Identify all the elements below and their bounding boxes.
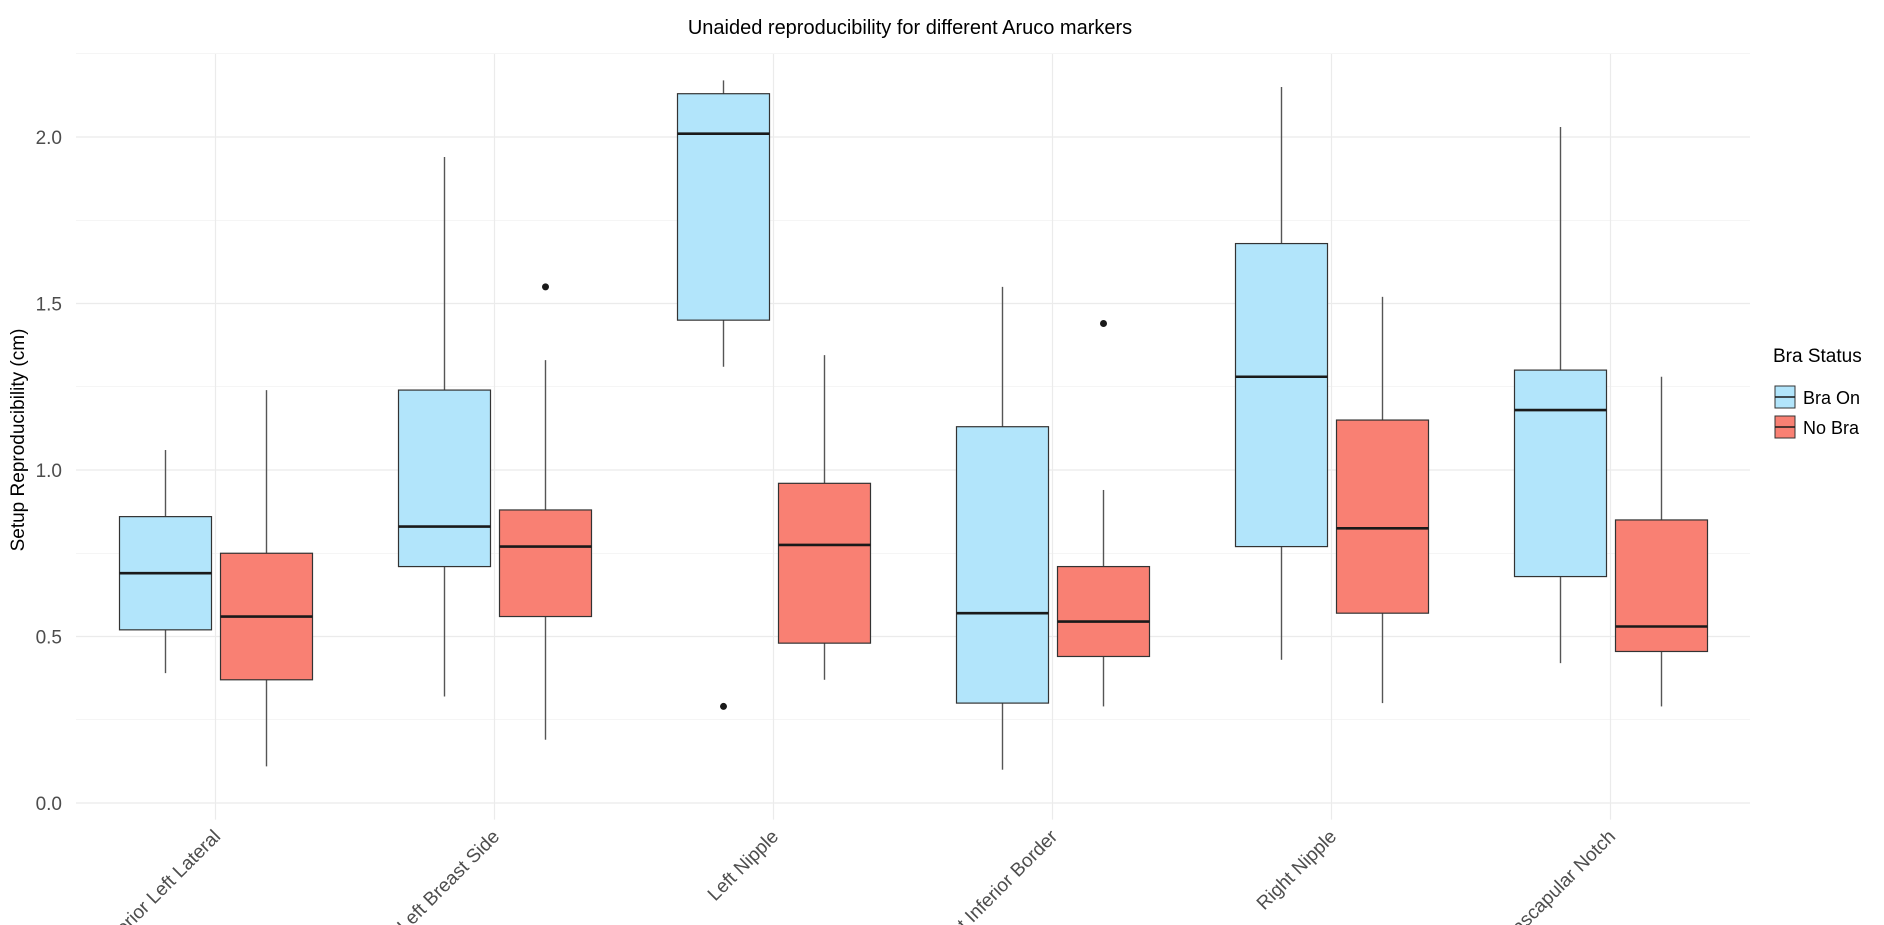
x-tick-label: Left Breast Side [394, 826, 504, 925]
box-bra-on [118, 450, 213, 674]
legend-label: Bra On [1803, 388, 1860, 408]
box-iqr [777, 482, 872, 644]
y-tick-label: 1.0 [36, 461, 62, 482]
y-tick-label: 0.5 [36, 628, 62, 649]
y-tick-label: 0.0 [36, 794, 62, 815]
outlier-point [720, 702, 727, 710]
box-bra-on [1513, 127, 1608, 664]
box-no-bra [1614, 376, 1709, 707]
box-bra-on [676, 80, 771, 710]
grid-lines [76, 53, 1750, 820]
legend-label: No Bra [1803, 418, 1860, 438]
box-bra-on [397, 156, 492, 697]
box-iqr [498, 509, 593, 618]
outlier-point [1100, 319, 1107, 327]
chart-title: Unaided reproducibility for different Ar… [688, 17, 1132, 39]
x-tick-label: Left Nipple [704, 826, 783, 905]
x-tick-label: Inferior Left Lateral [97, 826, 225, 925]
box-iqr [955, 426, 1050, 704]
box-no-bra [1056, 319, 1151, 707]
box-iqr [676, 93, 771, 321]
x-axis-ticks: Inferior Left Lateral Left Breast Side Lef… [97, 826, 1620, 925]
x-tick-label: Right Nipple [1253, 826, 1341, 914]
box-iqr [1234, 242, 1329, 548]
box-no-bra [498, 283, 593, 740]
y-tick-label: 1.5 [36, 295, 62, 316]
box-iqr [1056, 565, 1151, 658]
box-iqr [1614, 519, 1709, 653]
box-no-bra [1335, 296, 1430, 704]
legend-title: Bra Status [1773, 346, 1862, 367]
y-tick-label: 2.0 [36, 128, 62, 149]
box-no-bra [777, 355, 872, 680]
box-no-bra [219, 390, 314, 767]
box-bra-on [955, 286, 1050, 770]
y-axis-label: Setup Reproducibility (cm) [8, 329, 29, 552]
outlier-point [542, 283, 549, 291]
legend: Bra Status Bra On No Bra [1773, 346, 1862, 439]
box-iqr [1335, 419, 1430, 614]
x-tick-label: Suprascapular Notch [1480, 826, 1620, 925]
box-iqr [397, 389, 492, 568]
box-iqr [1513, 369, 1608, 578]
y-axis-ticks: 0.0 0.5 1.0 1.5 2.0 [36, 128, 62, 815]
box-bra-on [1234, 87, 1329, 660]
boxes [118, 80, 1709, 770]
x-tick-label: Right Inferior Border [926, 826, 1062, 925]
